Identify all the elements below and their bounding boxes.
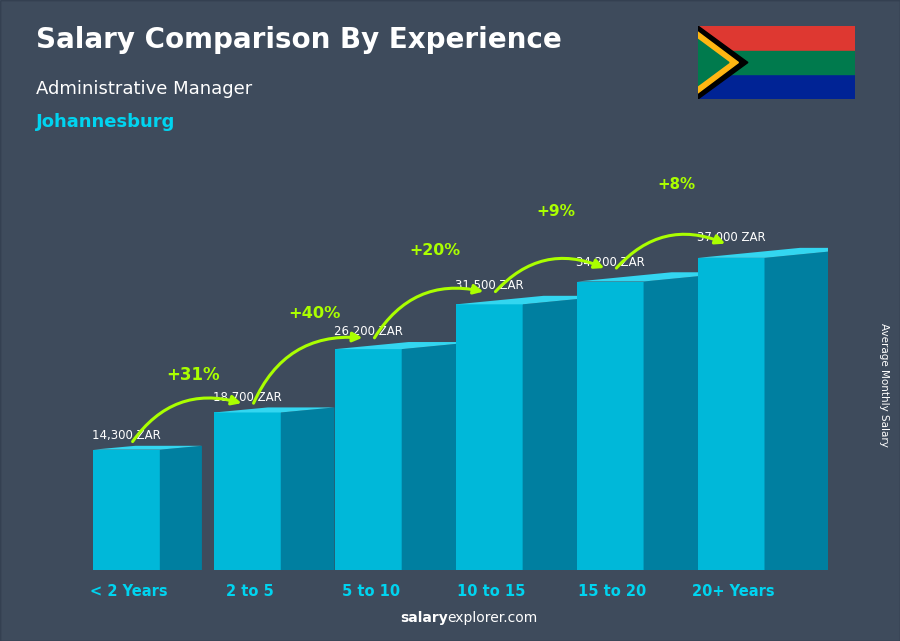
Bar [698, 26, 855, 62]
Text: 14,300 ZAR: 14,300 ZAR [92, 429, 161, 442]
Polygon shape [160, 445, 202, 570]
Text: +9%: +9% [536, 204, 575, 219]
Text: 10 to 15: 10 to 15 [457, 583, 526, 599]
Polygon shape [698, 248, 867, 258]
Text: < 2 Years: < 2 Years [90, 583, 167, 599]
Text: Average Monthly Salary: Average Monthly Salary [878, 322, 889, 447]
Text: +8%: +8% [658, 177, 696, 192]
Bar [577, 281, 644, 570]
FancyArrowPatch shape [374, 285, 480, 338]
FancyArrowPatch shape [254, 333, 359, 403]
Text: 31,500 ZAR: 31,500 ZAR [455, 279, 524, 292]
Text: +31%: +31% [166, 366, 220, 384]
Bar [698, 51, 855, 74]
Bar [698, 258, 764, 570]
Bar [335, 349, 401, 570]
Text: 18,700 ZAR: 18,700 ZAR [213, 391, 282, 404]
Text: 34,200 ZAR: 34,200 ZAR [576, 256, 644, 269]
Polygon shape [335, 342, 475, 349]
FancyArrowPatch shape [616, 234, 722, 268]
Text: Administrative Manager: Administrative Manager [36, 80, 252, 98]
Polygon shape [401, 342, 475, 570]
Text: explorer.com: explorer.com [447, 611, 537, 625]
Text: 37,000 ZAR: 37,000 ZAR [697, 231, 766, 244]
Polygon shape [214, 408, 335, 413]
Text: +40%: +40% [288, 306, 340, 321]
Text: +20%: +20% [410, 243, 461, 258]
Text: 5 to 10: 5 to 10 [342, 583, 400, 599]
Polygon shape [281, 408, 335, 570]
Polygon shape [644, 272, 738, 570]
Polygon shape [698, 39, 729, 86]
Polygon shape [698, 32, 738, 93]
FancyArrowPatch shape [132, 396, 238, 442]
Bar [214, 413, 281, 570]
Text: 2 to 5: 2 to 5 [226, 583, 274, 599]
Bar [698, 62, 855, 99]
Polygon shape [523, 296, 610, 570]
Polygon shape [577, 272, 738, 281]
Text: salary: salary [400, 611, 448, 625]
Text: Johannesburg: Johannesburg [36, 113, 176, 131]
Bar [94, 450, 160, 570]
Text: 26,200 ZAR: 26,200 ZAR [334, 326, 403, 338]
Polygon shape [94, 445, 202, 450]
Text: 15 to 20: 15 to 20 [579, 583, 646, 599]
Polygon shape [764, 248, 867, 570]
Polygon shape [456, 296, 610, 304]
Polygon shape [698, 26, 748, 99]
Text: 20+ Years: 20+ Years [692, 583, 775, 599]
FancyArrowPatch shape [495, 258, 601, 292]
Text: Salary Comparison By Experience: Salary Comparison By Experience [36, 26, 562, 54]
Bar [456, 304, 523, 570]
